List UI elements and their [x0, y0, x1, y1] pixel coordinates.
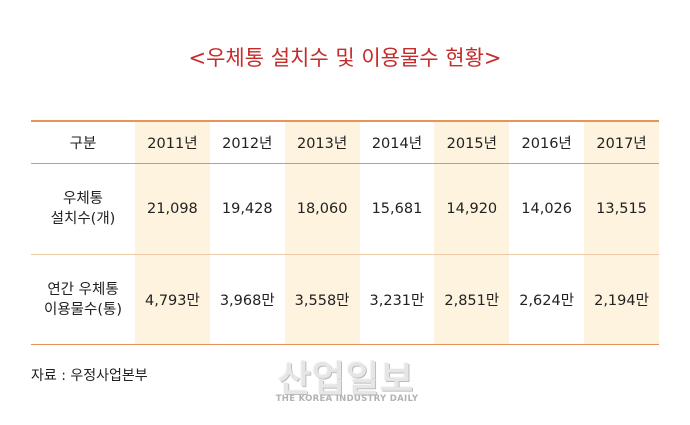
table-cell: 2,624만 — [509, 254, 585, 345]
table-cell: 18,060 — [284, 163, 360, 255]
header-year: 2012년 — [222, 136, 273, 152]
header-year: 2011년 — [135, 121, 210, 164]
table-header-row: 구분 2011년 2012년 2013년 2014년 2015년 2016년 2… — [31, 121, 659, 164]
source-note: 자료 : 우정사업본부 — [31, 368, 148, 384]
row-label-line: 이용물수(통) — [43, 301, 122, 318]
row-label: 우체통 설치수(개) — [31, 163, 135, 255]
table-cell: 19,428 — [209, 163, 285, 255]
table-cell: 2,194만 — [584, 254, 659, 345]
table-cell: 14,920 — [434, 163, 510, 255]
row-label-line: 설치수(개) — [50, 211, 116, 227]
table-cell: 3,558만 — [284, 254, 360, 345]
table-cell: 14,026 — [509, 163, 585, 255]
watermark-sub: THE KOREA INDUSTRY DAILY — [275, 394, 419, 404]
watermark-logo: 산업일보 THE KOREA INDUSTRY DAILY — [267, 352, 427, 412]
table-cell: 15,681 — [359, 163, 435, 255]
table-cell: 2,851만 — [434, 254, 510, 345]
table-row: 연간 우체통 이용물수(통) 4,793만 3,968만 3,558만 3,23… — [31, 254, 659, 345]
header-year: 2016년 — [521, 136, 572, 152]
table-cell: 3,231만 — [359, 254, 435, 345]
table-row: 우체통 설치수(개) 21,098 19,428 18,060 15,681 1… — [31, 163, 659, 255]
table-cell: 3,968만 — [209, 254, 285, 345]
header-label: 구분 — [69, 136, 97, 152]
page-title: <우체통 설치수 및 이용물수 현황> — [188, 46, 502, 70]
header-year: 2017년 — [584, 121, 659, 164]
header-year: 2013년 — [284, 121, 360, 164]
data-table: 구분 2011년 2012년 2013년 2014년 2015년 2016년 2… — [31, 120, 659, 345]
row-label-line: 연간 우체통 — [47, 281, 119, 298]
watermark-main: 산업일보 — [277, 359, 415, 400]
row-label: 연간 우체통 이용물수(통) — [31, 254, 135, 345]
table-cell: 4,793만 — [135, 254, 210, 345]
table-cell: 13,515 — [584, 163, 659, 255]
table-cell: 21,098 — [135, 163, 210, 255]
row-label-line: 우체통 — [62, 191, 104, 207]
header-year: 2015년 — [434, 121, 510, 164]
header-year: 2014년 — [371, 136, 423, 152]
